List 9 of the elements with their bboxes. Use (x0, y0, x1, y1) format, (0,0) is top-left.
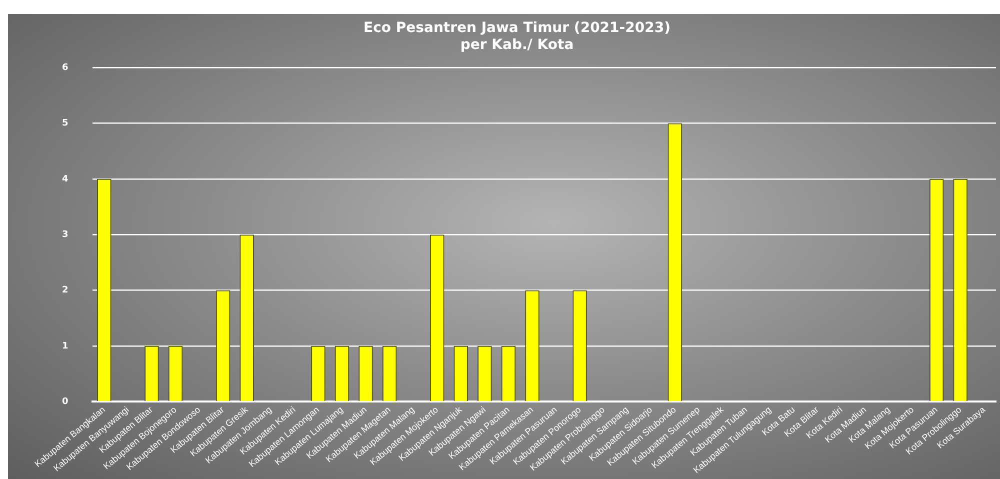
y-tick-label: 3 (62, 230, 68, 240)
y-tick-label: 0 (62, 396, 68, 407)
y-tick-label: 4 (62, 174, 68, 184)
chart-title: Eco Pesantren Jawa Timur (2021-2023) (364, 20, 670, 36)
y-tick-label: 5 (62, 118, 68, 129)
y-tick-label: 2 (62, 286, 68, 296)
chart-subtitle: per Kab./ Kota (460, 36, 574, 53)
y-tick-label: 1 (62, 341, 68, 352)
y-tick-label: 6 (62, 62, 68, 73)
